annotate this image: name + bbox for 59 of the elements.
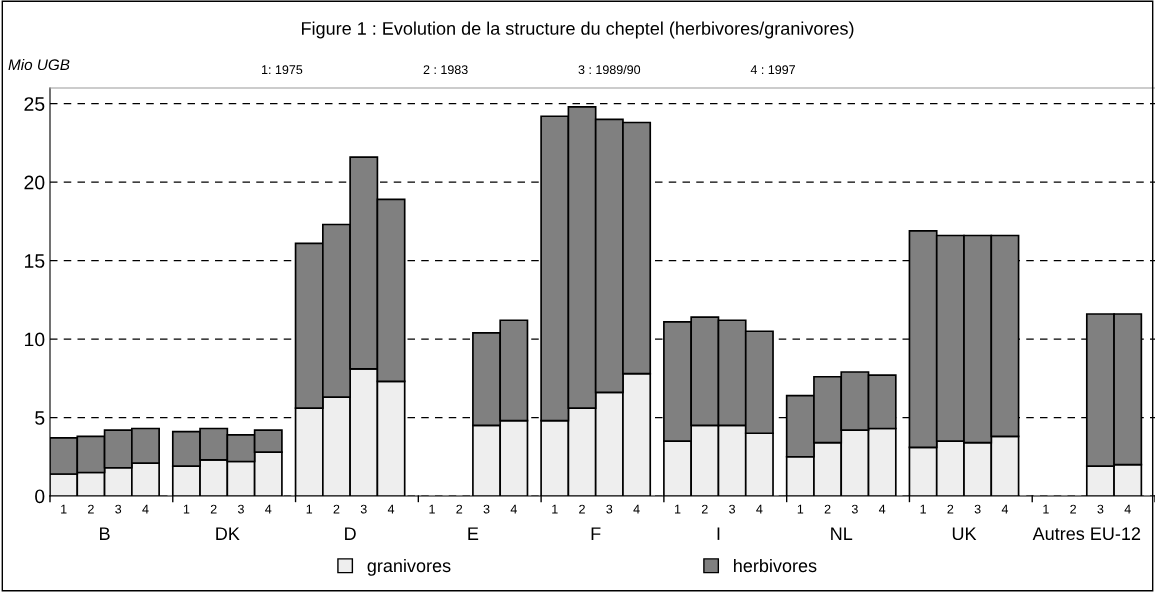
x-tick-label: 4 [510, 504, 517, 514]
y-tick-label: 0 [35, 489, 45, 504]
text: NL [831, 527, 853, 540]
y-tick-label: 10 [25, 332, 45, 347]
x-tick-label: 2 [824, 504, 831, 514]
x-tick-label: 4 [633, 504, 640, 514]
text: 3 : 1989/90 [578, 64, 641, 75]
x-tick-label: 1 [797, 504, 804, 514]
y-tick-label: 20 [24, 175, 45, 190]
x-tick-label: 4 [265, 504, 272, 514]
x-tick-label: 4 [1124, 504, 1131, 514]
x-tick-label: 3 [360, 504, 367, 514]
x-tick-label: 4 [142, 504, 149, 514]
x-tick-label: 3 [606, 504, 613, 514]
x-tick-label: 1 [61, 504, 67, 514]
x-tick-label: 1 [429, 504, 435, 514]
text: E [468, 527, 479, 540]
text: B [100, 527, 110, 540]
x-tick-label: 2 [333, 504, 340, 514]
text: 1: 1975 [262, 65, 303, 75]
text: D [345, 527, 356, 540]
x-tick-label: 3 [237, 504, 244, 514]
text: Autres EU-12 [1032, 527, 1141, 541]
x-tick-label: 2 [947, 504, 954, 514]
x-tick-label: 1 [306, 504, 313, 514]
text: DK [216, 527, 240, 540]
text: F [591, 527, 601, 540]
x-tick-label: 3 [729, 504, 736, 514]
x-tick-label: 3 [974, 504, 981, 514]
x-tick-label: 2 [456, 504, 463, 514]
x-tick-label: 1 [183, 504, 190, 514]
x-tick-label: 4 [387, 504, 395, 514]
x-tick-label: 3 [483, 504, 490, 514]
x-tick-label: 3 [851, 504, 858, 514]
x-tick-label: 1 [552, 504, 558, 514]
chart-title: Figure 1 : Evolution de la structure du cheptel (herbivores/granivores) [302, 21, 854, 39]
y-axis-title: Mio UGB [8, 58, 70, 71]
x-tick-label: 2 [701, 504, 708, 514]
text: 2 : 1983 [423, 65, 468, 75]
x-tick-label: 4 [1001, 504, 1009, 514]
y-tick-label: 15 [25, 254, 45, 268]
x-tick-label: 1 [675, 504, 681, 514]
legend-label: herbivores [734, 558, 817, 573]
x-tick-label: 2 [1070, 504, 1076, 514]
x-tick-label: 1 [920, 504, 926, 514]
x-tick-label: 1 [1043, 504, 1049, 514]
x-tick-label: 2 [88, 504, 94, 514]
x-tick-label: 4 [878, 504, 886, 514]
y-tick-label: 25 [24, 97, 45, 111]
x-tick-label: 2 [579, 504, 585, 514]
x-tick-label: 3 [115, 504, 122, 514]
text: 4 : 1997 [750, 65, 795, 75]
text: I [717, 527, 720, 540]
y-tick-label: 5 [35, 411, 45, 425]
x-tick-label: 2 [210, 504, 217, 514]
x-tick-label: 3 [1097, 504, 1104, 514]
legend-label: granivores [367, 558, 451, 576]
text: UK [952, 527, 977, 541]
x-tick-label: 4 [756, 504, 763, 514]
